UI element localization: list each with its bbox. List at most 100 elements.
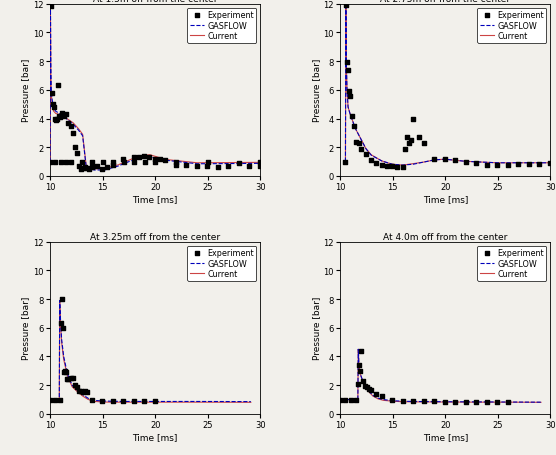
Experiment: [58, 110, 67, 117]
Experiment: [150, 398, 159, 405]
Experiment: [409, 398, 418, 405]
Current: [411, 399, 418, 405]
Current: [101, 167, 108, 172]
Current: [360, 380, 366, 386]
Current: [257, 160, 264, 166]
Current: [163, 399, 170, 405]
GASFLOW: [69, 383, 76, 388]
GASFLOW: [389, 162, 395, 167]
Current: [47, 13, 54, 19]
Experiment: [372, 390, 381, 398]
Point: [51, 396, 59, 403]
Experiment: [171, 162, 180, 169]
Experiment: [419, 140, 428, 147]
Experiment: [414, 134, 423, 142]
Point: [341, 396, 350, 403]
Current: [342, 2, 349, 7]
Point: [336, 396, 345, 403]
Experiment: [150, 156, 159, 163]
Experiment: [372, 160, 381, 167]
GASFLOW: [401, 399, 408, 404]
GASFLOW: [342, 160, 349, 165]
GASFLOW: [80, 392, 86, 397]
Experiment: [365, 385, 374, 393]
Experiment: [341, 2, 350, 10]
GASFLOW: [538, 399, 544, 405]
Current: [364, 388, 371, 393]
Line: Current: Current: [50, 302, 251, 402]
Current: [70, 121, 77, 126]
Current: [475, 399, 481, 405]
Point: [140, 159, 149, 166]
GASFLOW: [422, 399, 429, 404]
GASFLOW: [85, 395, 91, 401]
GASFLOW: [57, 314, 64, 319]
Experiment: [354, 362, 363, 369]
Experiment: [51, 117, 60, 124]
GASFLOW: [368, 153, 375, 158]
Current: [194, 161, 201, 166]
GASFLOW: [364, 387, 371, 392]
X-axis label: Time [ms]: Time [ms]: [132, 432, 178, 441]
Experiment: [348, 113, 357, 120]
Current: [83, 165, 90, 170]
Current: [431, 158, 438, 163]
Experiment: [108, 162, 117, 169]
Experiment: [214, 164, 222, 172]
Current: [379, 159, 385, 164]
Point: [98, 159, 107, 166]
Line: Current: Current: [345, 5, 550, 166]
Experiment: [53, 83, 62, 90]
Current: [48, 74, 54, 79]
Current: [52, 397, 58, 402]
Point: [203, 159, 212, 166]
GASFLOW: [342, 2, 349, 7]
Experiment: [354, 140, 363, 147]
GASFLOW: [494, 161, 501, 166]
GASFLOW: [163, 399, 170, 404]
Experiment: [353, 380, 362, 388]
Current: [410, 162, 416, 167]
GASFLOW: [352, 126, 359, 132]
Experiment: [483, 162, 492, 169]
Legend: Experiment, GASFLOW, Current: Experiment, GASFLOW, Current: [477, 9, 547, 44]
Point: [351, 396, 360, 403]
Current: [69, 384, 76, 389]
Current: [75, 126, 82, 132]
Current: [494, 161, 501, 166]
Current: [352, 126, 359, 132]
Experiment: [483, 399, 492, 406]
X-axis label: Time [ms]: Time [ms]: [423, 432, 468, 441]
Current: [64, 373, 71, 379]
Experiment: [440, 156, 449, 163]
Current: [389, 162, 395, 167]
Experiment: [51, 116, 59, 123]
Current: [111, 399, 117, 405]
Current: [463, 159, 469, 165]
GASFLOW: [390, 398, 397, 404]
Experiment: [83, 165, 92, 172]
Experiment: [46, 4, 55, 11]
Experiment: [83, 389, 92, 396]
GASFLOW: [49, 98, 56, 103]
GASFLOW: [56, 397, 63, 402]
Current: [353, 397, 359, 402]
Experiment: [405, 140, 414, 147]
GASFLOW: [195, 399, 202, 404]
Experiment: [182, 162, 191, 169]
Current: [547, 161, 553, 166]
Line: GASFLOW: GASFLOW: [340, 349, 541, 402]
Experiment: [49, 104, 58, 111]
GASFLOW: [358, 136, 364, 142]
GASFLOW: [399, 163, 406, 168]
Experiment: [60, 113, 69, 120]
GASFLOW: [91, 168, 97, 173]
Experiment: [70, 144, 79, 152]
Experiment: [48, 101, 57, 109]
Experiment: [85, 166, 94, 173]
GASFLOW: [441, 157, 448, 162]
Experiment: [383, 163, 391, 170]
GASFLOW: [411, 399, 418, 404]
Experiment: [403, 134, 411, 142]
Experiment: [419, 398, 428, 405]
